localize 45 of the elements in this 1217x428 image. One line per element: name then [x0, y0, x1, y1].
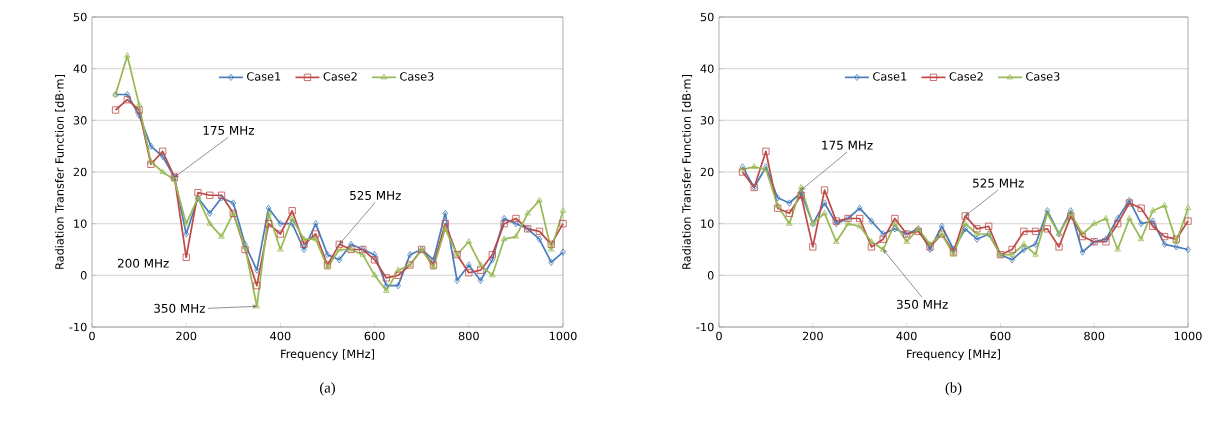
- y-tick-label: 50: [73, 12, 87, 22]
- x-axis-title: Frequency [MHz]: [281, 349, 374, 361]
- y-tick-label: 50: [700, 12, 714, 22]
- x-tick-label: 600: [364, 331, 385, 341]
- y-tick-label: 30: [73, 116, 87, 125]
- x-tick-label: 800: [1084, 331, 1105, 341]
- x-axis-title: Frequency [MHz]: [907, 349, 1000, 361]
- y-tick-label: 0: [80, 271, 87, 280]
- x-tick-label: 0: [89, 331, 95, 341]
- y-axis-title: Radiation Transfer Function [dB·m]: [682, 75, 693, 269]
- x-tick-label: 200: [802, 331, 823, 341]
- legend-label: Case3: [400, 72, 434, 81]
- y-tick-label: 10: [701, 219, 714, 228]
- legend-label: Case1: [247, 72, 281, 81]
- y-tick-label: 40: [73, 64, 87, 73]
- annotation: 175 MHz: [203, 125, 255, 135]
- text: (a): [320, 382, 335, 396]
- y-tick-label: 0: [707, 271, 714, 280]
- annotation: 525 MHz: [973, 178, 1024, 188]
- legend-label: Case3: [1026, 72, 1060, 81]
- x-tick-label: 600: [990, 331, 1011, 341]
- annotation: 525 MHz: [350, 190, 401, 200]
- x-tick-label: 0: [716, 331, 722, 341]
- annotation: 350 MHz: [896, 299, 948, 309]
- annotation: 175 MHz: [822, 140, 873, 150]
- y-tick-label: 10: [74, 219, 87, 228]
- legend-label: Case2: [323, 72, 357, 81]
- y-tick-label: -10: [696, 322, 714, 332]
- x-tick-label: 1000: [1174, 331, 1202, 341]
- y-tick-label: 30: [700, 116, 714, 125]
- x-tick-label: 400: [896, 331, 917, 341]
- y-tick-label: 40: [700, 64, 714, 73]
- x-tick-label: 800: [458, 331, 479, 341]
- y-tick-label: -10: [69, 322, 87, 332]
- y-tick-label: 20: [73, 167, 87, 177]
- x-tick-label: 1000: [549, 331, 577, 341]
- annotation: 200 MHz: [117, 258, 169, 268]
- x-tick-label: 400: [270, 331, 291, 341]
- legend-label: Case2: [949, 72, 983, 81]
- y-tick-label: 20: [700, 167, 714, 177]
- y-axis-title: Radiation Transfer Function [dB·m]: [55, 75, 66, 269]
- x-tick-label: 200: [176, 331, 197, 341]
- annotation: 350 MHz: [154, 303, 205, 313]
- text: (b): [945, 382, 962, 396]
- legend-label: Case1: [873, 72, 907, 81]
